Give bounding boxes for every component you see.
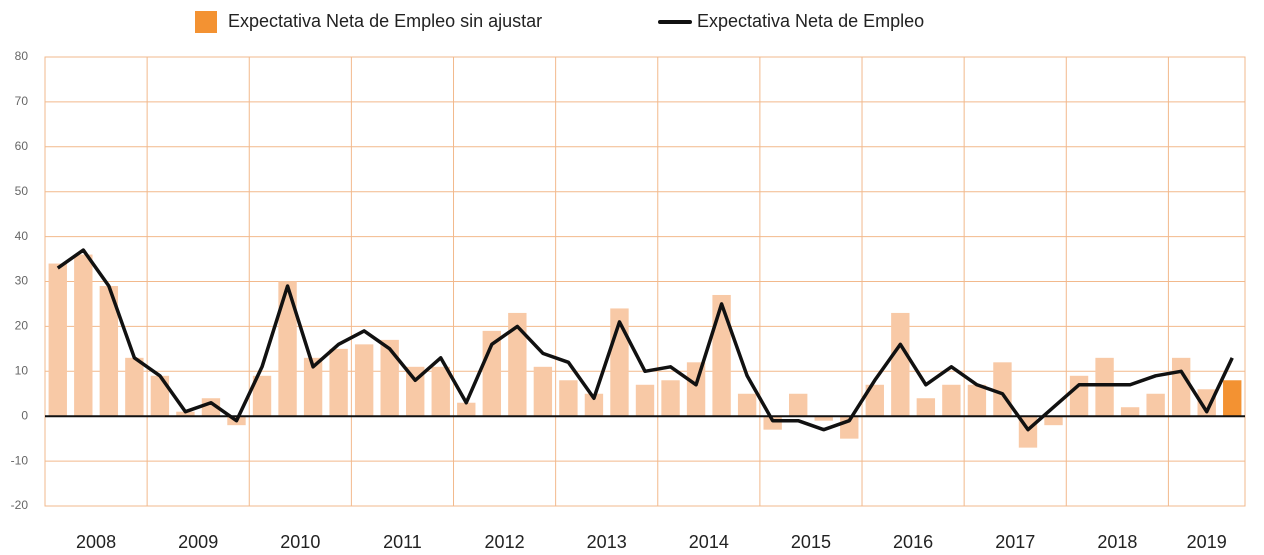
x-tick-label: 2008	[76, 532, 116, 552]
y-tick-label: 60	[15, 139, 29, 153]
bar	[661, 380, 680, 417]
bar	[1223, 380, 1242, 417]
bar	[354, 344, 374, 417]
y-tick-label: 30	[15, 274, 29, 288]
y-tick-label: 10	[15, 363, 29, 377]
y-tick-label: 80	[15, 49, 29, 63]
y-tick-label: 20	[15, 319, 29, 333]
line	[56, 248, 1234, 432]
bar	[1120, 407, 1140, 417]
x-tick-label: 2011	[383, 532, 422, 552]
y-tick-label: 40	[15, 229, 29, 243]
y-tick-label: 70	[15, 94, 29, 108]
bar	[99, 285, 119, 417]
bar	[303, 357, 323, 417]
bar	[406, 366, 425, 417]
bar	[1171, 357, 1191, 417]
bar	[431, 366, 450, 417]
legend-label: Expectativa Neta de Empleo	[697, 11, 924, 31]
x-tick-label: 2014	[689, 532, 729, 552]
y-tick-label: -20	[11, 498, 29, 512]
bar	[686, 362, 706, 417]
x-tick-label: 2019	[1187, 532, 1227, 552]
bar	[508, 312, 527, 417]
bar	[891, 312, 910, 417]
bar	[329, 348, 348, 417]
bar	[1044, 416, 1063, 426]
plot-border	[44, 56, 1246, 507]
x-tick-label: 2013	[587, 532, 627, 552]
bar	[125, 357, 144, 417]
bar	[865, 384, 884, 417]
bar	[1095, 357, 1114, 417]
bar	[176, 411, 195, 417]
bar	[457, 402, 476, 417]
legend-label: Expectativa Neta de Empleo sin ajustar	[228, 11, 542, 31]
bar	[584, 393, 604, 417]
x-tick-label: 2010	[280, 532, 320, 552]
bar	[74, 254, 93, 417]
bar	[967, 384, 987, 417]
bar	[278, 281, 297, 417]
bar	[1197, 389, 1216, 417]
x-tick-label: 2016	[893, 532, 933, 552]
bar	[635, 384, 655, 417]
bar	[1069, 375, 1089, 417]
bar	[252, 375, 272, 417]
x-tick-label: 2017	[995, 532, 1035, 552]
bar	[814, 416, 833, 421]
y-tick-label: -10	[11, 453, 29, 467]
bar	[559, 380, 578, 417]
bar	[1146, 393, 1165, 417]
bar	[942, 384, 961, 417]
x-tick-label: 2018	[1097, 532, 1137, 552]
bar	[993, 362, 1012, 417]
x-tick-label: 2012	[485, 532, 525, 552]
x-tick-label: 2015	[791, 532, 831, 552]
bar	[380, 339, 399, 417]
bar	[712, 294, 731, 417]
y-tick-label: 0	[21, 408, 28, 422]
bar	[916, 398, 936, 417]
bar	[150, 375, 170, 417]
bar	[789, 393, 808, 417]
bar	[48, 263, 67, 417]
bar	[533, 366, 553, 417]
y-tick-label: 50	[15, 184, 29, 198]
legend-swatch	[195, 11, 217, 33]
bar	[737, 393, 757, 417]
x-tick-label: 2009	[178, 532, 218, 552]
